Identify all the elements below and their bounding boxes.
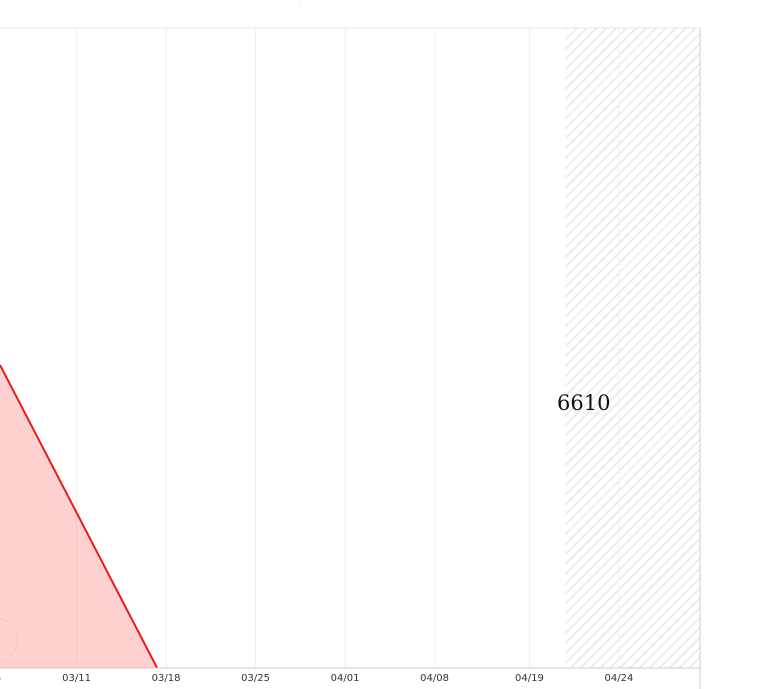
future-area — [565, 28, 700, 668]
triangle-anchor — [0, 618, 18, 662]
price-axis-background — [700, 0, 765, 689]
time-tick-label: 04/08 — [420, 673, 449, 684]
time-tick-label: 03/11 — [62, 673, 91, 684]
time-tick-label: 03/04 — [0, 673, 2, 684]
time-tick-label: 03/18 — [152, 673, 181, 684]
annotation-label[interactable]: 6610 — [557, 391, 610, 415]
channel-fill — [300, 0, 301, 28]
triangle-edge — [0, 364, 159, 669]
time-tick-label: 04/19 — [515, 673, 544, 684]
time-tick-label: 04/01 — [331, 673, 360, 684]
time-tick-label: 04/24 — [605, 673, 634, 684]
time-tick-label: 03/25 — [241, 673, 270, 684]
